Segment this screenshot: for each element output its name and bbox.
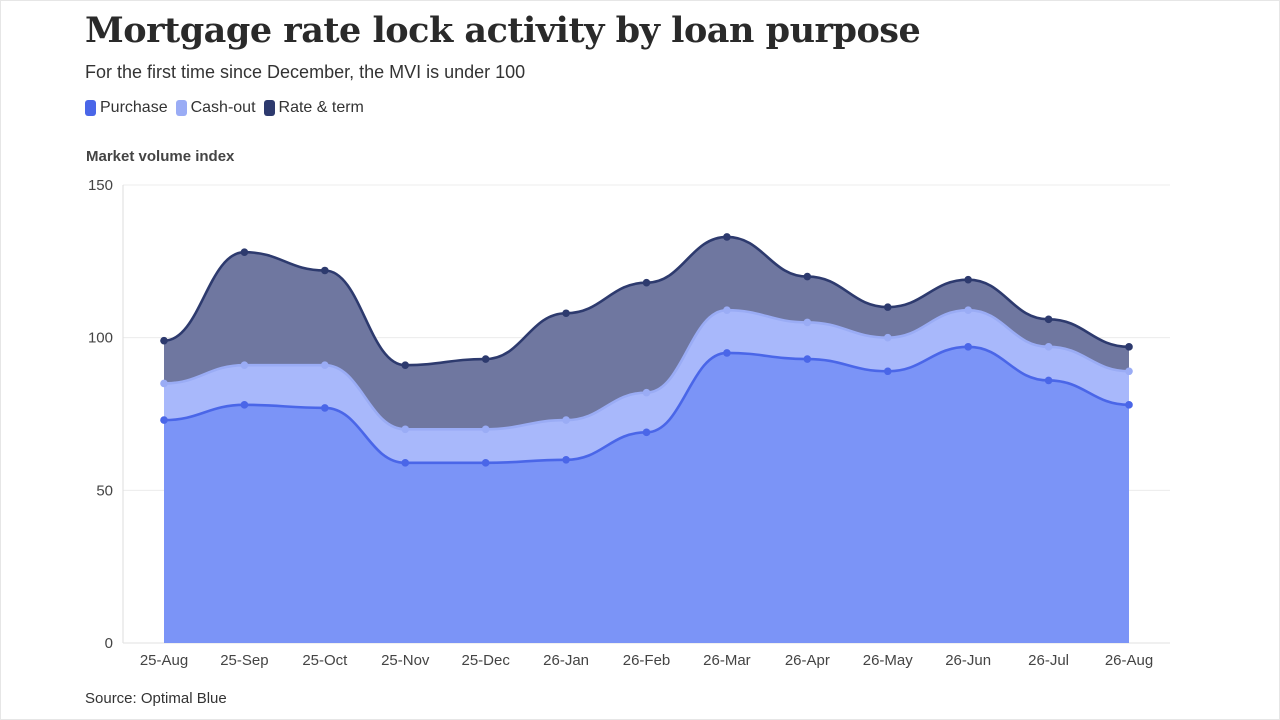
point-purchase [964, 343, 972, 351]
point-cash-out [160, 379, 168, 388]
point-rate-term [562, 309, 570, 318]
point-rate-term [723, 233, 731, 241]
y-tick-label: 150 [88, 177, 113, 194]
source-note: Source: Optimal Blue [85, 690, 227, 707]
point-cash-out [964, 306, 972, 314]
point-purchase [240, 401, 249, 409]
area-purchase [164, 346, 1129, 643]
point-purchase [562, 456, 570, 464]
point-purchase [481, 459, 490, 467]
x-tick-label: 26-Jun [945, 652, 991, 669]
legend: Purchase Cash-out Rate & term [85, 99, 364, 117]
point-rate-term [803, 272, 812, 281]
point-rate-term [1044, 315, 1053, 324]
point-purchase [642, 428, 651, 437]
x-tick-label: 26-Jul [1028, 652, 1069, 669]
point-cash-out [1125, 367, 1133, 376]
point-purchase [883, 367, 892, 376]
x-tick-label: 25-Nov [381, 652, 430, 669]
y-tick-label: 0 [105, 635, 113, 652]
legend-swatch-rate-term [263, 100, 275, 116]
x-tick-label: 26-Mar [703, 652, 751, 669]
point-rate-term [321, 266, 329, 275]
point-rate-term [481, 355, 490, 363]
x-tick-label: 25-Sep [220, 652, 268, 669]
point-purchase [321, 404, 329, 412]
point-purchase [723, 349, 731, 357]
x-tick-label: 25-Dec [461, 652, 510, 669]
legend-item-rate-term[interactable]: Rate & term [263, 99, 364, 117]
point-cash-out [642, 388, 651, 397]
x-tick-label: 25-Oct [302, 652, 348, 669]
legend-label-cash-out: Cash-out [190, 99, 256, 116]
point-cash-out [401, 425, 410, 434]
point-rate-term [401, 361, 410, 369]
x-tick-label: 26-Feb [623, 652, 671, 669]
point-cash-out [803, 318, 812, 327]
point-rate-term [642, 278, 651, 287]
point-rate-term [160, 336, 168, 345]
y-tick-label: 50 [96, 482, 113, 499]
point-cash-out [883, 333, 892, 342]
point-cash-out [481, 425, 490, 434]
point-rate-term [964, 275, 972, 284]
legend-swatch-purchase [85, 100, 96, 116]
legend-label-purchase: Purchase [100, 99, 168, 116]
point-rate-term [883, 303, 892, 311]
point-purchase [160, 416, 168, 424]
point-purchase [1125, 401, 1133, 409]
chart-title: Mortgage rate lock activity by loan purp… [85, 10, 921, 51]
point-cash-out [562, 416, 570, 424]
point-cash-out [1044, 343, 1053, 351]
point-cash-out [321, 361, 329, 369]
legend-label-rate-term: Rate & term [278, 99, 364, 116]
y-tick-label: 100 [88, 330, 113, 347]
point-rate-term [1125, 343, 1133, 351]
x-tick-label: 26-Jan [543, 652, 589, 669]
point-purchase [1044, 376, 1053, 385]
chart-subtitle: For the first time since December, the M… [85, 62, 526, 82]
y-axis-label: Market volume index [86, 148, 235, 165]
legend-swatch-cash-out [175, 100, 187, 116]
point-purchase [401, 459, 410, 467]
point-purchase [803, 355, 812, 363]
point-cash-out [240, 361, 249, 369]
point-rate-term [240, 248, 249, 256]
legend-item-purchase[interactable]: Purchase [85, 99, 168, 117]
x-tick-label: 25-Aug [140, 652, 188, 669]
x-tick-label: 26-Aug [1105, 652, 1153, 669]
x-tick-label: 26-Apr [785, 652, 830, 669]
x-tick-label: 26-May [863, 652, 914, 669]
point-cash-out [723, 306, 731, 314]
legend-item-cash-out[interactable]: Cash-out [175, 99, 256, 117]
